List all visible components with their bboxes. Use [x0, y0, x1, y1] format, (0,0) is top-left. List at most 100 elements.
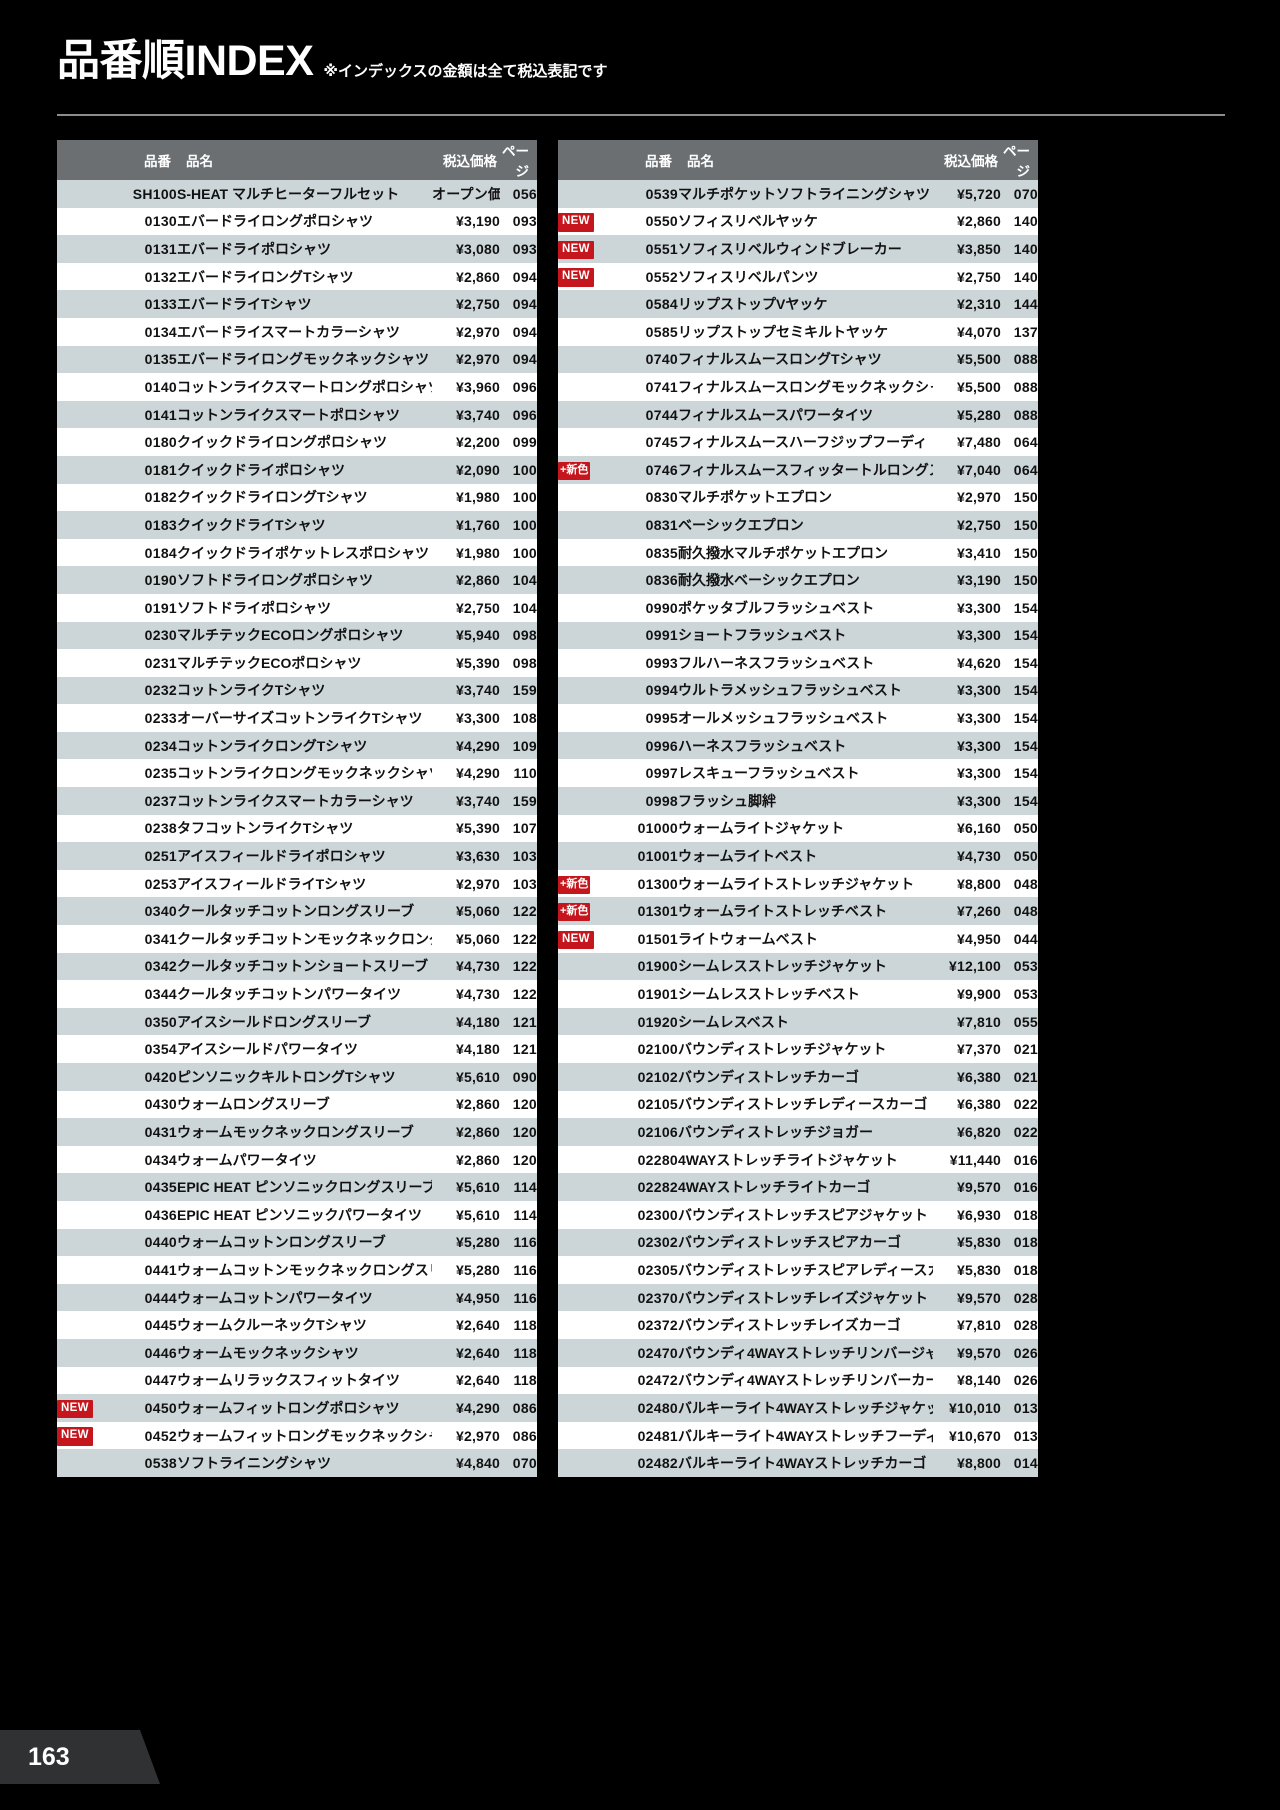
row-price: ¥5,060: [455, 930, 500, 947]
row-page: 086: [512, 1427, 537, 1444]
row-badge-cell: [57, 428, 104, 456]
row-name: クールタッチコットンショートスリーブ: [177, 958, 429, 975]
row-code: 0230: [144, 627, 177, 644]
table-row: 02300 バウンディストレッチスピアジャケット ¥6,930 018: [558, 1200, 1038, 1229]
row-name: クイックドライロングポロシャツ: [177, 434, 387, 451]
row-name: フィナルスムースロングモックネックシャツ: [678, 378, 933, 395]
row-name: エバードライTシャツ: [177, 296, 312, 313]
row-price: ¥5,280: [455, 1261, 500, 1278]
row-code: 0441: [144, 1261, 177, 1278]
row-badge-cell: [558, 1284, 605, 1312]
row-page: 154: [1013, 654, 1038, 671]
row-name: ベーシックエプロン: [678, 516, 804, 533]
column-header-name: 品名: [678, 140, 933, 180]
row-name: クイックドライロングTシャツ: [177, 489, 368, 506]
table-row: 0435 EPIC HEAT ピンソニックロングスリーブ ¥5,610 114: [57, 1173, 537, 1201]
row-badge-cell: [57, 953, 104, 981]
row-name: リップストップセミキルトヤッケ: [678, 323, 888, 340]
row-price: ¥2,860: [455, 268, 500, 285]
row-code: SH100: [132, 185, 177, 202]
row-badge-cell: [558, 1118, 605, 1146]
row-name: ソフィスリベルパンツ: [678, 268, 819, 285]
row-price: ¥3,300: [956, 765, 1001, 782]
row-name: ウォームリラックスフィットタイツ: [177, 1372, 400, 1389]
row-price: ¥5,500: [956, 378, 1001, 395]
row-price: ¥10,010: [948, 1399, 1001, 1416]
table-row: 0251 アイスフィールドライポロシャツ ¥3,630 103: [57, 842, 537, 870]
row-name: バウンディストレッチレイズジャケット: [678, 1289, 928, 1306]
row-badge-cell: [57, 1091, 104, 1119]
table-row: 0836 耐久撥水ベーシックエプロン ¥3,190 150: [558, 566, 1038, 594]
row-page: 159: [512, 682, 537, 699]
row-page: 154: [1013, 765, 1038, 782]
row-page: 021: [1013, 1068, 1038, 1085]
row-name: コットンライクロングモックネックシャツ: [177, 765, 432, 782]
row-code: 0584: [645, 296, 678, 313]
row-name: コットンライクスマートカラーシャツ: [177, 792, 414, 809]
table-row: 0430 ウォームロングスリーブ ¥2,860 120: [57, 1090, 537, 1119]
table-row: 01001 ウォームライトベスト ¥4,730 050: [558, 842, 1038, 870]
row-name: バウンディストレッチカーゴ: [678, 1068, 860, 1085]
row-price: ¥2,970: [455, 875, 500, 892]
page-footer: 163: [0, 1690, 1280, 1810]
row-name: ハーネスフラッシュベスト: [678, 737, 847, 754]
row-badge-cell: [57, 594, 104, 622]
row-price: ¥4,180: [455, 1041, 500, 1058]
row-code: 0994: [645, 682, 678, 699]
table-row: 0354 アイスシールドパワータイツ ¥4,180 121: [57, 1035, 537, 1063]
row-code: 01301: [637, 903, 678, 920]
row-name: EPIC HEAT ピンソニックパワータイツ: [177, 1206, 422, 1223]
row-badge-cell: [57, 1256, 104, 1284]
row-code: 0434: [144, 1151, 177, 1168]
row-badge-cell: [558, 484, 605, 512]
row-badge-cell: +新色: [558, 870, 605, 898]
table-row: 0232 コットンライクTシャツ ¥3,740 159: [57, 676, 537, 705]
row-price: ¥2,970: [455, 323, 500, 340]
table-row: 0350 アイスシールドロングスリーブ ¥4,180 121: [57, 1007, 537, 1036]
row-price: ¥6,820: [956, 1123, 1001, 1140]
row-name: オーバーサイズコットンライクTシャツ: [177, 710, 423, 727]
new-color-badge: +新色: [558, 903, 591, 922]
row-price: ¥2,640: [455, 1317, 500, 1334]
row-page: 150: [1013, 489, 1038, 506]
row-badge-cell: [57, 566, 104, 594]
row-price: ¥2,750: [455, 296, 500, 313]
row-code: 0141: [144, 406, 177, 423]
row-code: 02472: [637, 1372, 678, 1389]
header-divider: [57, 114, 1225, 116]
row-name: レスキューフラッシュベスト: [678, 765, 860, 782]
row-price: ¥9,570: [956, 1344, 1001, 1361]
table-row: 02305バウンディストレッチスピアレディースカーゴ ¥5,830 018: [558, 1256, 1038, 1284]
row-page: 018: [1013, 1234, 1038, 1251]
table-row: 0830 マルチポケットエプロン ¥2,970 150: [558, 483, 1038, 512]
row-badge-cell: [558, 953, 605, 981]
row-name: ウォームコットンロングスリーブ: [177, 1234, 386, 1251]
row-page: 100: [512, 544, 537, 561]
row-badge-cell: [57, 1284, 104, 1312]
row-page: 122: [512, 930, 537, 947]
table-row: 0233 オーバーサイズコットンライクTシャツ ¥3,300 108: [57, 704, 537, 732]
row-page: 094: [512, 268, 537, 285]
row-name: ウォームライトストレッチジャケット: [678, 875, 915, 892]
row-price: ¥6,160: [956, 820, 1001, 837]
row-page: 026: [1013, 1344, 1038, 1361]
row-badge-cell: [57, 787, 104, 815]
row-badge-cell: [558, 1311, 605, 1339]
row-name: マルチポケットソフトライニングシャツ: [678, 185, 930, 202]
row-badge-cell: [57, 759, 104, 787]
row-badge-cell: [57, 346, 104, 374]
row-page: 088: [1013, 406, 1038, 423]
row-badge-cell: NEW: [57, 1422, 104, 1450]
row-page: 096: [512, 378, 537, 395]
row-name: コットンライクスマートポロシャツ: [177, 406, 400, 423]
row-name: ソフィスリベルウィンドブレーカー: [678, 240, 902, 257]
row-code: 0990: [645, 599, 678, 616]
row-code: 01000: [637, 820, 678, 837]
row-name: ショートフラッシュベスト: [678, 627, 847, 644]
row-price: ¥1,980: [455, 544, 500, 561]
table-row: 0444 ウォームコットンパワータイツ ¥4,950 116: [57, 1283, 537, 1312]
row-badge-cell: [558, 1063, 605, 1091]
row-badge-cell: [558, 787, 605, 815]
new-badge: NEW: [57, 1427, 93, 1446]
row-name: EPIC HEAT ピンソニックロングスリーブ: [177, 1179, 432, 1196]
